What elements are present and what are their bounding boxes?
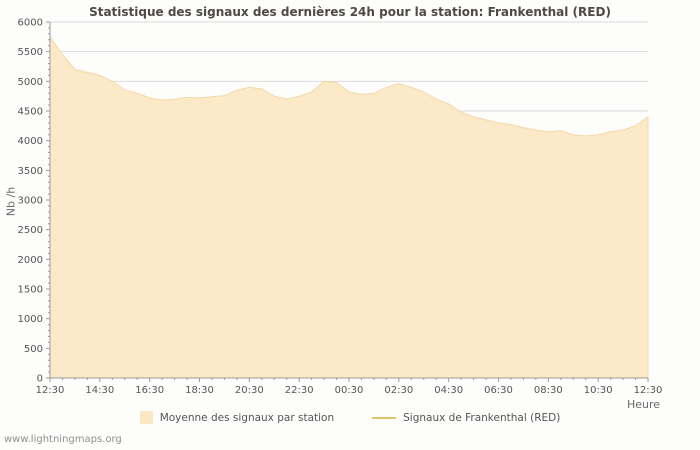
svg-text:1000: 1000 [18, 314, 43, 325]
line-swatch-icon [372, 416, 397, 419]
svg-text:10:30: 10:30 [584, 385, 613, 396]
svg-text:6000: 6000 [18, 18, 43, 29]
svg-text:0: 0 [37, 374, 43, 385]
svg-text:16:30: 16:30 [135, 385, 164, 396]
svg-text:3500: 3500 [18, 166, 43, 177]
watermark: www.lightningmaps.org [4, 434, 122, 445]
svg-text:1500: 1500 [18, 285, 43, 296]
area-swatch-icon [139, 411, 153, 424]
svg-text:18:30: 18:30 [185, 385, 214, 396]
legend-item-station: Signaux de Frankenthal (RED) [372, 412, 560, 424]
svg-text:08:30: 08:30 [534, 385, 563, 396]
svg-text:3000: 3000 [18, 196, 43, 207]
svg-text:12:30: 12:30 [634, 385, 663, 396]
svg-text:4000: 4000 [18, 136, 43, 147]
svg-text:5000: 5000 [18, 77, 43, 88]
svg-text:06:30: 06:30 [484, 385, 513, 396]
svg-text:5500: 5500 [18, 47, 43, 58]
legend-item-average: Moyenne des signaux par station [139, 411, 335, 424]
chart-title: Statistique des signaux des dernières 24… [89, 5, 611, 19]
svg-text:12:30: 12:30 [36, 385, 65, 396]
svg-text:2500: 2500 [18, 225, 43, 236]
svg-text:2000: 2000 [18, 255, 43, 266]
svg-text:500: 500 [24, 344, 43, 355]
chart-legend: Moyenne des signaux par station Signaux … [0, 411, 700, 424]
svg-text:00:30: 00:30 [335, 385, 364, 396]
svg-text:04:30: 04:30 [434, 385, 463, 396]
svg-text:4500: 4500 [18, 107, 43, 118]
legend-label-average: Moyenne des signaux par station [159, 411, 335, 424]
svg-text:20:30: 20:30 [235, 385, 264, 396]
x-axis-label: Heure [626, 398, 660, 411]
legend-label-station: Signaux de Frankenthal (RED) [403, 411, 561, 424]
svg-text:22:30: 22:30 [285, 385, 314, 396]
svg-text:02:30: 02:30 [384, 385, 413, 396]
svg-text:14:30: 14:30 [85, 385, 114, 396]
